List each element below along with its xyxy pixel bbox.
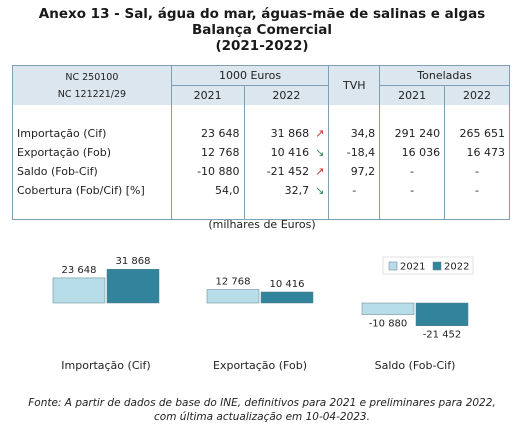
bar-2022-0 <box>106 268 160 304</box>
cell-euros-2021: 12 768 <box>170 143 245 162</box>
cell-euros-2022: 32,7 ↘ <box>243 181 329 200</box>
cell-tvh: - <box>328 181 380 200</box>
source-line-1: Fonte: A partir de dados de base do INE,… <box>28 397 496 409</box>
cell-ton-2022: 265 651 <box>444 124 509 143</box>
cell-euros-2021: -10 880 <box>170 162 245 181</box>
header-toneladas: Toneladas <box>379 66 509 86</box>
category-label: Importação (Cif) <box>61 359 150 372</box>
value: 31 868 <box>270 127 310 140</box>
title-line-2: Balança Comercial <box>192 22 332 38</box>
header-tvh: TVH <box>328 66 380 105</box>
cell-euros-2022: 10 416 ↘ <box>243 143 329 162</box>
cell-ton-2021: - <box>379 162 445 181</box>
nc-code-2: NC 121221/29 <box>57 88 127 100</box>
header-1000-euros: 1000 Euros <box>170 66 329 86</box>
cell-ton-2021: 16 036 <box>379 143 445 162</box>
cell-ton-2021: - <box>379 181 445 200</box>
trade-balance-table: NC 250100 NC 121221/29 1000 Euros TVH To… <box>12 65 510 220</box>
trend-down-icon: ↘ <box>315 146 325 159</box>
value: 10 416 <box>270 146 310 159</box>
legend-swatch-2022 <box>432 261 442 271</box>
table-row: Importação (Cif) 23 648 31 868 ↗ 34,8 291… <box>13 124 509 143</box>
data-label: 12 768 <box>216 276 251 287</box>
cell-tvh: -18,4 <box>328 143 380 162</box>
category-label: Exportação (Fob) <box>213 359 307 372</box>
data-label: 23 648 <box>62 265 97 276</box>
data-label: -10 880 <box>369 319 408 330</box>
cell-ton-2022: 16 473 <box>444 143 509 162</box>
table-row: Cobertura (Fob/Cif) [%] 54,0 32,7 ↘ - - - <box>13 181 509 200</box>
data-label: -21 452 <box>423 330 462 341</box>
table-row: Exportação (Fob) 12 768 10 416 ↘ -18,4 16… <box>13 143 509 162</box>
nc-codes-cell: NC 250100 NC 121221/29 <box>13 66 172 105</box>
bar-2022-1 <box>260 291 314 304</box>
cell-euros-2021: 23 648 <box>170 124 245 143</box>
cell-ton-2021: 291 240 <box>379 124 445 143</box>
row-label: Saldo (Fob-Cif) <box>17 165 98 178</box>
trend-up-icon: ↗ <box>315 165 325 178</box>
bar-chart: 23 648 31 868 Importação (Cif) 12 768 10 416… <box>52 256 474 372</box>
bar-2022-2 <box>415 302 469 326</box>
cell-tvh: 34,8 <box>328 124 380 143</box>
table-row: Saldo (Fob-Cif) -10 880 -21 452 ↗ 97,2 - … <box>13 162 509 181</box>
cell-euros-2022: 31 868 ↗ <box>243 124 329 143</box>
cell-euros-2022: -21 452 ↗ <box>243 162 329 181</box>
nc-code-1: NC 250100 <box>65 71 119 83</box>
bar-2021-2 <box>361 302 415 315</box>
cell-ton-2022: - <box>444 162 509 181</box>
source-line-2: com última actualização em 10-04-2023. <box>154 411 370 423</box>
legend-box <box>382 256 474 275</box>
header-ton-2021: 2021 <box>379 85 445 105</box>
legend-label: 2021 <box>400 262 425 273</box>
row-label: Exportação (Fob) <box>17 146 111 159</box>
data-label: 10 416 <box>270 279 305 290</box>
data-label: 31 868 <box>116 256 151 267</box>
header-ton-2022: 2022 <box>444 85 509 105</box>
cell-euros-2021: 54,0 <box>170 181 245 200</box>
header-euros-2021: 2021 <box>170 85 245 105</box>
row-label: Importação (Cif) <box>17 127 107 140</box>
legend-swatch-2021 <box>388 261 398 271</box>
cell-tvh: 97,2 <box>328 162 380 181</box>
header-euros-2022: 2022 <box>243 85 329 105</box>
value: -21 452 <box>266 165 310 178</box>
value: 32,7 <box>284 184 310 197</box>
trend-down-icon: ↘ <box>315 184 325 197</box>
chart-title: (milhares de Euros) <box>208 218 316 231</box>
title-line-1: Anexo 13 - Sal, água do mar, águas-mãe d… <box>38 6 486 22</box>
trend-up-icon: ↗ <box>315 127 325 140</box>
cell-ton-2022: - <box>444 181 509 200</box>
category-label: Saldo (Fob-Cif) <box>375 359 456 372</box>
bar-2021-0 <box>52 277 106 304</box>
row-label: Cobertura (Fob/Cif) [%] <box>17 184 145 197</box>
bar-2021-1 <box>206 289 260 304</box>
title-line-3: (2021-2022) <box>215 38 309 54</box>
legend-label: 2022 <box>444 262 469 273</box>
